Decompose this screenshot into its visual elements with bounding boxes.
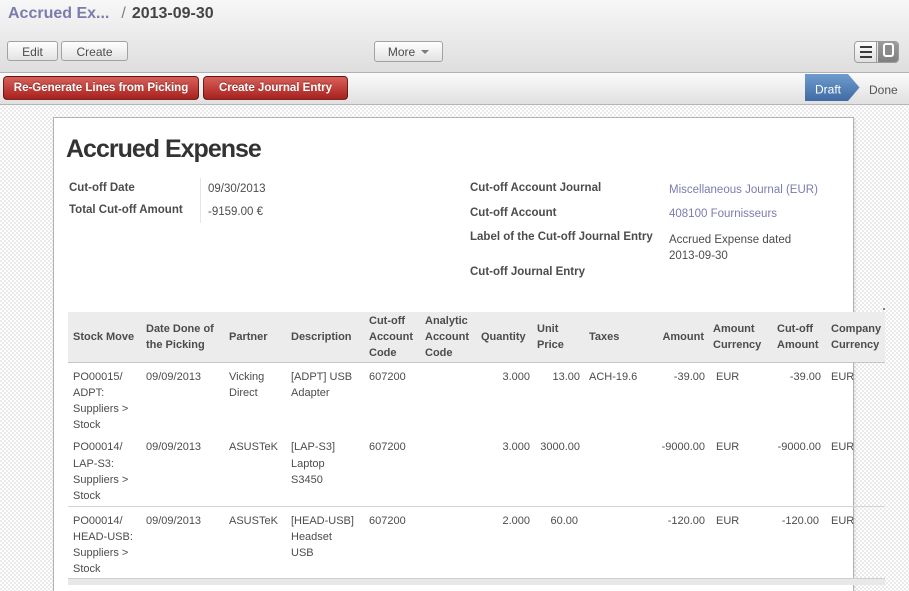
svg-text:Draft: Draft (815, 83, 842, 97)
